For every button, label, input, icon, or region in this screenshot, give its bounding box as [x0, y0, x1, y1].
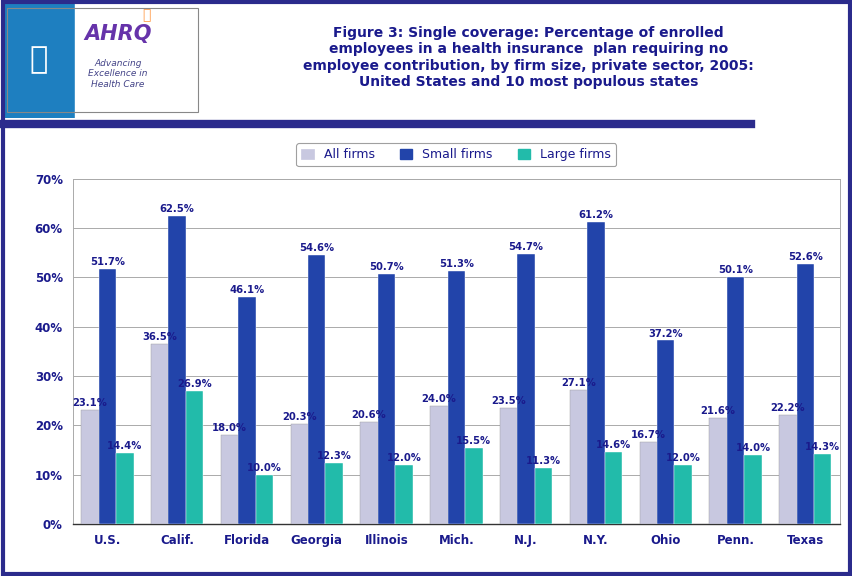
Bar: [726, 277, 743, 524]
Bar: [151, 344, 168, 524]
Text: 12.0%: 12.0%: [386, 453, 421, 463]
Text: 46.1%: 46.1%: [229, 285, 264, 294]
Bar: [99, 269, 116, 524]
Bar: [569, 391, 586, 524]
Bar: [186, 391, 203, 524]
Bar: [3, 2, 74, 118]
Text: 20.3%: 20.3%: [282, 412, 316, 422]
Bar: [778, 415, 796, 524]
Text: 26.9%: 26.9%: [177, 380, 212, 389]
Bar: [116, 453, 134, 524]
Bar: [517, 254, 534, 524]
Text: 11.3%: 11.3%: [526, 456, 561, 467]
Text: 51.7%: 51.7%: [89, 257, 124, 267]
Text: 12.0%: 12.0%: [665, 453, 699, 463]
Text: 23.1%: 23.1%: [72, 398, 107, 408]
Text: 14.4%: 14.4%: [107, 441, 142, 451]
Text: 14.6%: 14.6%: [595, 440, 630, 450]
Legend: All firms, Small firms, Large firms: All firms, Small firms, Large firms: [296, 143, 615, 166]
Text: 54.6%: 54.6%: [299, 242, 334, 253]
Bar: [238, 297, 256, 524]
Bar: [394, 465, 412, 524]
Bar: [813, 453, 831, 524]
Text: 14.0%: 14.0%: [734, 443, 769, 453]
Text: 27.1%: 27.1%: [561, 378, 596, 388]
Text: 37.2%: 37.2%: [648, 328, 682, 339]
Bar: [308, 255, 325, 524]
Text: 12.3%: 12.3%: [316, 452, 351, 461]
Bar: [429, 406, 447, 524]
Bar: [709, 418, 726, 524]
Text: AHRQ: AHRQ: [84, 24, 152, 44]
Text: 52.6%: 52.6%: [787, 252, 822, 263]
Text: 23.5%: 23.5%: [491, 396, 526, 406]
Text: 61.2%: 61.2%: [578, 210, 613, 220]
Text: 24.0%: 24.0%: [421, 393, 456, 404]
Bar: [74, 2, 198, 118]
Text: 20.6%: 20.6%: [351, 411, 386, 420]
Bar: [674, 465, 691, 524]
Text: 🦅: 🦅: [29, 46, 47, 74]
Text: Figure 3: Single coverage: Percentage of enrolled
employees in a health insuranc: Figure 3: Single coverage: Percentage of…: [302, 26, 752, 89]
Bar: [291, 424, 308, 524]
Bar: [7, 7, 198, 112]
Text: 22.2%: 22.2%: [769, 403, 804, 412]
Bar: [464, 448, 482, 524]
Bar: [534, 468, 552, 524]
Bar: [604, 452, 621, 524]
Bar: [639, 442, 656, 524]
Text: 10.0%: 10.0%: [247, 463, 281, 473]
Bar: [221, 435, 238, 524]
Bar: [656, 340, 674, 524]
Bar: [447, 271, 464, 524]
Text: 〜: 〜: [142, 8, 151, 22]
Bar: [325, 464, 343, 524]
Text: 62.5%: 62.5%: [159, 203, 194, 214]
Bar: [377, 274, 394, 524]
Bar: [586, 222, 604, 524]
Text: 18.0%: 18.0%: [212, 423, 247, 433]
Text: 16.7%: 16.7%: [630, 430, 665, 439]
Bar: [256, 475, 273, 524]
Text: 14.3%: 14.3%: [804, 442, 839, 452]
Bar: [796, 264, 813, 524]
Bar: [360, 422, 377, 524]
Text: 15.5%: 15.5%: [456, 435, 491, 446]
Text: Advancing
Excellence in
Health Care: Advancing Excellence in Health Care: [88, 59, 147, 89]
Bar: [168, 215, 186, 524]
Bar: [81, 410, 99, 524]
Text: 21.6%: 21.6%: [699, 406, 734, 415]
Bar: [743, 455, 761, 524]
Text: 54.7%: 54.7%: [508, 242, 543, 252]
Bar: [499, 408, 517, 524]
Text: 51.3%: 51.3%: [438, 259, 474, 269]
Text: 50.7%: 50.7%: [369, 262, 404, 272]
Text: 50.1%: 50.1%: [717, 265, 752, 275]
Text: 36.5%: 36.5%: [142, 332, 177, 342]
